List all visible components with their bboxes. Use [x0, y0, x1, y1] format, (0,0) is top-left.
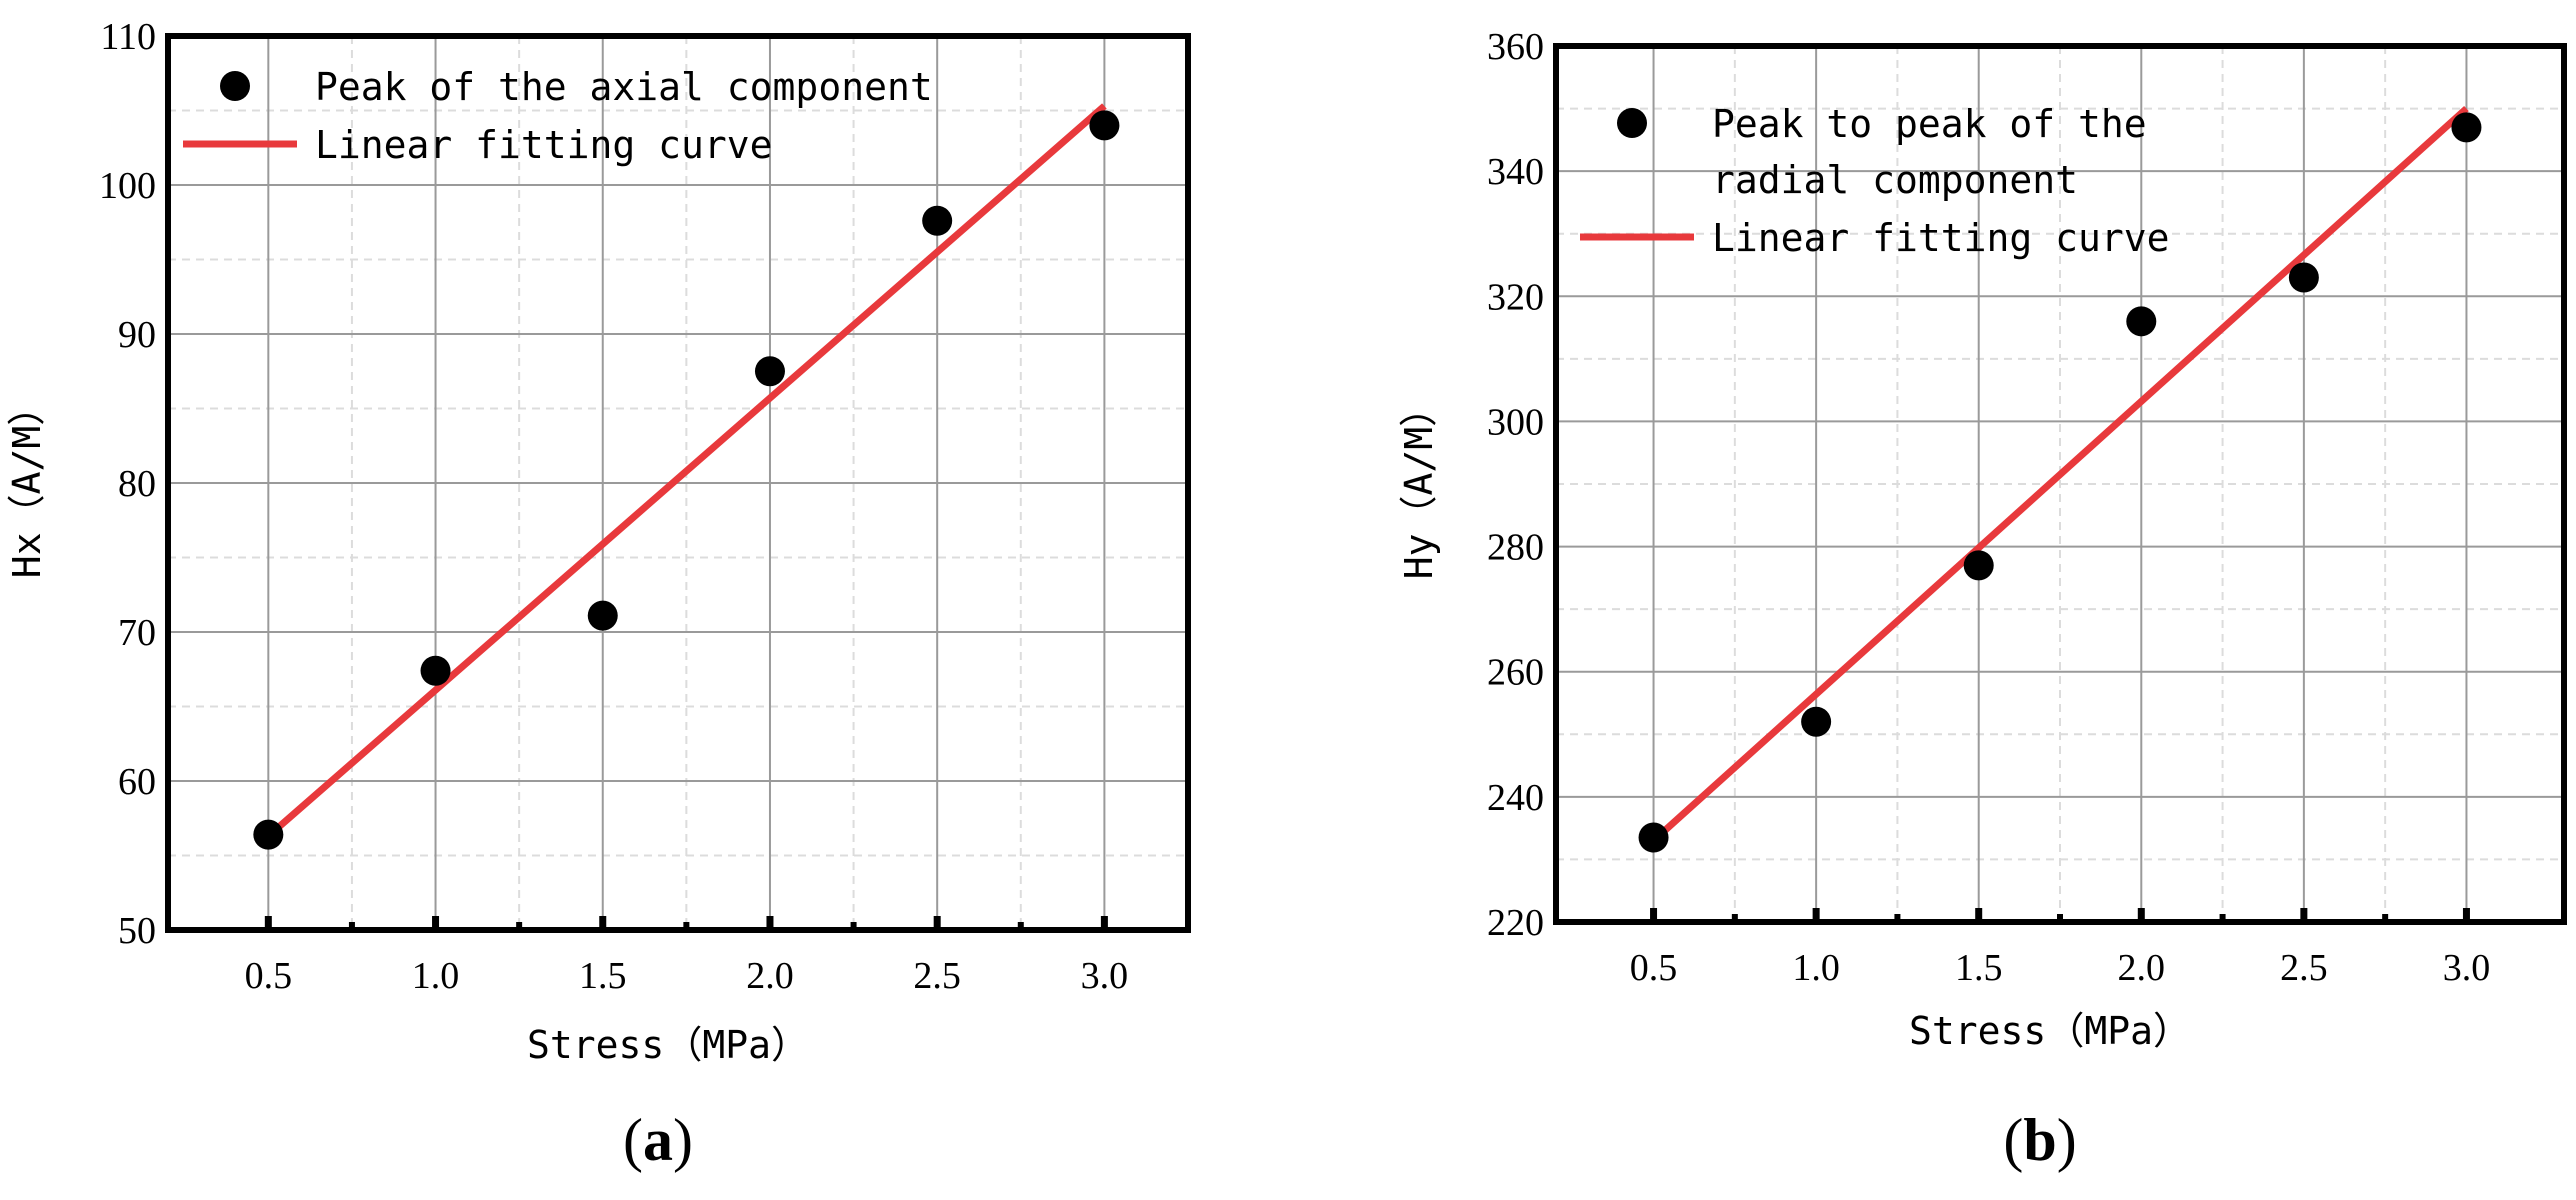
- panel-a-chart: 50 60 70 80 90 100 110 0.5 1.0 1.5 2.0 2.5 3.0 Stress…: [5, 16, 1191, 1173]
- b-x-tick-mark: [1812, 908, 1820, 922]
- a-x-tick-label: 2.5: [913, 955, 961, 997]
- b-x-minor-tick-mark: [2219, 914, 2226, 922]
- b-y-tick-label: 360: [1487, 26, 1544, 68]
- a-y-tick-label: 60: [118, 761, 156, 803]
- b-plot-frame: [1553, 43, 2567, 925]
- a-data-point: [922, 205, 953, 236]
- b-legend-label-points: radial component: [1712, 158, 2078, 202]
- a-x-tick-mark: [933, 916, 941, 930]
- a-x-tick-mark: [1100, 916, 1108, 930]
- a-x-minor-tick-mark: [683, 922, 690, 930]
- a-y-axis-title: Hx（A/M）: [5, 388, 49, 578]
- a-y-tick-label: 110: [100, 16, 156, 58]
- b-x-tick-label: 2.0: [2118, 947, 2166, 989]
- a-data-point: [253, 819, 284, 850]
- b-x-tick-label: 0.5: [1630, 947, 1678, 989]
- b-minor-grid: [1556, 46, 2564, 922]
- a-x-minor-tick-mark: [850, 922, 857, 930]
- b-x-axis-title: Stress（MPa）: [1909, 1009, 2191, 1053]
- b-x-tick-label: 3.0: [2443, 947, 2491, 989]
- panel-b-chart: 220 240 260 280 300 320 340 360 0.5 1.0 1.5 2.0 2.5 3…: [1397, 26, 2567, 1173]
- b-x-tick-label: 1.5: [1955, 947, 2003, 989]
- b-x-minor-tick-mark: [1894, 914, 1901, 922]
- b-x-minor-tick-mark: [2057, 914, 2063, 922]
- b-x-tick-mark: [2137, 908, 2145, 922]
- a-y-tick-label: 80: [118, 463, 156, 505]
- b-data-point: [2451, 112, 2482, 143]
- b-data-point: [2288, 262, 2319, 293]
- a-legend-label-points: Peak of the axial component: [315, 65, 933, 109]
- a-x-axis-title: Stress（MPa）: [527, 1023, 809, 1067]
- a-data-point: [754, 356, 785, 387]
- b-x-tick-mark: [1975, 908, 1983, 922]
- b-legend-label-points: Peak to peak of the: [1712, 102, 2147, 146]
- a-x-tick-label: 1.0: [412, 955, 460, 997]
- b-data-point: [1801, 706, 1832, 737]
- a-y-tick-label: 100: [99, 165, 156, 207]
- b-y-tick-label: 260: [1487, 652, 1544, 694]
- b-data-point: [2126, 306, 2157, 337]
- b-y-tick-label: 220: [1487, 902, 1544, 944]
- a-plot-frame: [165, 33, 1191, 933]
- a-fit-line: [266, 103, 1107, 839]
- b-y-tick-label: 240: [1487, 777, 1544, 819]
- a-data-point: [1089, 110, 1120, 141]
- b-x-tick-label: 1.0: [1792, 947, 1840, 989]
- a-y-tick-label: 90: [118, 314, 156, 356]
- b-y-tick-label: 340: [1487, 151, 1544, 193]
- a-x-tick-mark: [264, 916, 272, 930]
- a-x-tick-label: 0.5: [245, 955, 293, 997]
- a-legend-marker-points: [220, 71, 250, 101]
- b-y-axis-title: Hy（A/M）: [1397, 389, 1441, 579]
- a-legend: Peak of the axial component Linear fittin…: [183, 65, 933, 167]
- a-y-tick-label: 70: [118, 612, 156, 654]
- a-legend-label-line: Linear fitting curve: [315, 123, 773, 167]
- a-x-minor-tick-mark: [1017, 922, 1024, 930]
- a-panel-label: (a): [623, 1107, 693, 1173]
- a-y-tick-label: 50: [118, 910, 156, 952]
- a-data-point: [420, 655, 451, 686]
- b-legend: Peak to peak of the radial component Linea…: [1580, 102, 2170, 260]
- b-x-minor-tick-mark: [1731, 914, 1738, 922]
- a-x-tick-mark: [432, 916, 440, 930]
- a-x-minor-tick-mark: [348, 922, 355, 930]
- b-panel-label: (b): [2003, 1107, 2076, 1173]
- a-x-tick-label: 2.0: [746, 955, 794, 997]
- a-data-point: [587, 600, 618, 631]
- b-legend-marker-points: [1617, 108, 1647, 138]
- b-x-tick-mark: [2300, 908, 2308, 922]
- b-legend-label-line: Linear fitting curve: [1712, 216, 2170, 260]
- b-data-point: [1638, 822, 1669, 853]
- b-data-point: [1963, 550, 1994, 581]
- b-x-tick-mark: [1650, 908, 1658, 922]
- b-y-tick-label: 280: [1487, 527, 1544, 569]
- b-y-tick-label: 320: [1487, 276, 1544, 318]
- b-fit-line: [1651, 105, 2469, 844]
- b-y-tick-label: 300: [1487, 401, 1544, 443]
- a-x-tick-label: 3.0: [1081, 955, 1129, 997]
- a-x-tick-mark: [599, 916, 607, 930]
- b-x-tick-label: 2.5: [2280, 947, 2328, 989]
- a-x-tick-mark: [766, 916, 774, 930]
- b-x-minor-tick-mark: [2382, 914, 2389, 922]
- a-x-minor-tick-mark: [516, 922, 523, 930]
- a-x-tick-label: 1.5: [579, 955, 627, 997]
- b-x-tick-mark: [2462, 908, 2470, 922]
